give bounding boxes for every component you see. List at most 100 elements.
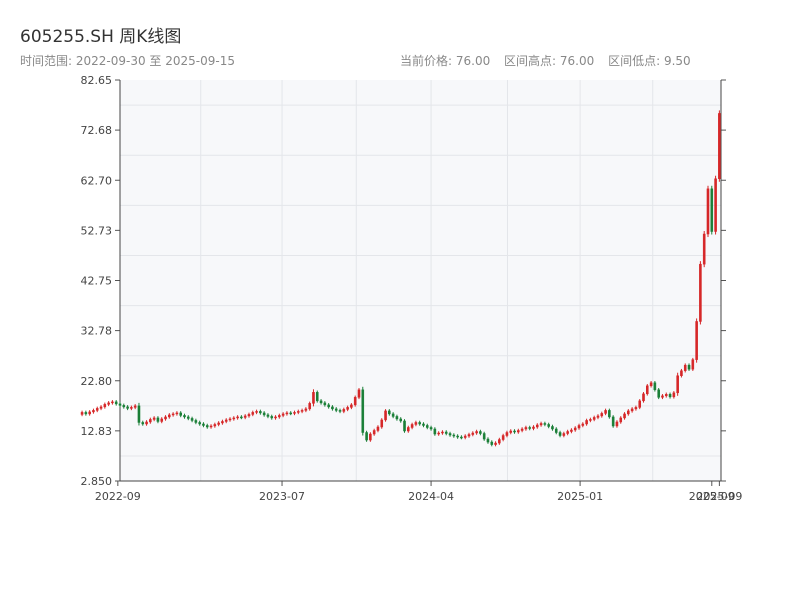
candle-body xyxy=(156,417,160,422)
candle-body xyxy=(475,431,478,434)
candle-body xyxy=(312,392,315,404)
candle-body xyxy=(695,321,698,360)
candle-body xyxy=(562,433,566,436)
candle-body xyxy=(710,188,714,232)
candle-body xyxy=(350,404,353,408)
candle-body xyxy=(266,414,270,417)
candle-body xyxy=(490,441,494,445)
candle-body xyxy=(114,401,118,405)
candle-body xyxy=(448,433,452,436)
candle-body xyxy=(353,397,357,406)
plot-area xyxy=(120,80,721,481)
candle-body xyxy=(699,263,702,322)
candle-body xyxy=(403,420,406,432)
candle-body xyxy=(657,389,660,398)
candle-body xyxy=(630,408,634,412)
candle-body xyxy=(687,364,691,370)
candle-body xyxy=(558,432,562,436)
candle-body xyxy=(202,423,205,426)
candle-body xyxy=(369,433,372,441)
candle-body xyxy=(407,427,410,432)
candle-body xyxy=(334,408,338,411)
candle-body xyxy=(270,416,274,419)
candle-body xyxy=(384,410,387,421)
candle-body xyxy=(539,423,543,426)
candle-body xyxy=(80,412,84,415)
candle-body xyxy=(232,417,236,420)
candle-body xyxy=(346,407,349,410)
candle-body xyxy=(107,402,110,405)
y-tick-label: 12.83 xyxy=(81,425,113,438)
candle-body xyxy=(501,435,505,440)
candle-body xyxy=(357,389,361,398)
candle-body xyxy=(186,416,190,419)
candle-body xyxy=(634,407,638,410)
candle-body xyxy=(619,417,623,423)
candle-body xyxy=(308,403,311,410)
y-tick-label: 22.80 xyxy=(81,375,113,388)
candle-body xyxy=(255,411,258,413)
candle-body xyxy=(577,425,581,429)
candle-body xyxy=(331,406,334,410)
candle-body xyxy=(535,424,539,428)
candle-body xyxy=(471,432,475,435)
candle-body xyxy=(661,395,664,398)
candle-body xyxy=(467,434,471,437)
candle-body xyxy=(672,392,676,398)
candle-body xyxy=(372,430,376,435)
candle-body xyxy=(437,432,440,435)
stats-bar: 当前价格: 76.00 区间高点: 76.00 区间低点: 9.50 xyxy=(400,52,701,69)
candle-body xyxy=(149,419,152,423)
candle-body xyxy=(315,392,319,402)
candle-body xyxy=(274,416,277,419)
candle-body xyxy=(718,113,721,179)
candle-body xyxy=(289,412,293,415)
candle-body xyxy=(95,408,99,411)
candle-body xyxy=(228,418,232,421)
candle-body xyxy=(190,418,194,421)
candle-body xyxy=(433,428,437,435)
candle-body xyxy=(414,422,418,425)
candle-body xyxy=(304,408,308,411)
candle-body xyxy=(323,402,327,406)
candle-body xyxy=(194,420,198,423)
candle-body xyxy=(520,428,524,431)
candle-body xyxy=(596,415,600,418)
range-high-stat: 区间高点: 76.00 xyxy=(504,54,595,68)
candle-body xyxy=(676,375,679,394)
candle-body xyxy=(179,412,182,416)
candle-body xyxy=(221,421,224,424)
candle-body xyxy=(224,419,228,422)
candle-body xyxy=(399,418,403,422)
candle-body xyxy=(391,413,395,417)
candle-body xyxy=(479,431,482,434)
candle-body xyxy=(251,412,255,415)
candle-body xyxy=(600,413,604,417)
candle-body xyxy=(581,423,585,426)
candle-body xyxy=(547,424,550,427)
candle-body xyxy=(293,412,296,414)
candle-body xyxy=(297,411,300,413)
candle-body xyxy=(84,412,88,415)
candle-body xyxy=(573,427,577,431)
candle-body xyxy=(422,423,425,426)
candle-body xyxy=(589,419,592,421)
candle-body xyxy=(638,400,642,408)
range-low-stat: 区间低点: 9.50 xyxy=(608,54,691,68)
candle-body xyxy=(141,422,145,425)
candle-body xyxy=(247,414,251,417)
y-tick-label: 42.75 xyxy=(81,275,113,288)
candle-body xyxy=(570,429,573,432)
candle-body xyxy=(243,415,247,418)
candle-body xyxy=(615,421,619,427)
candle-body xyxy=(171,413,175,416)
candle-body xyxy=(680,370,683,376)
candle-body xyxy=(653,382,657,391)
candle-body xyxy=(410,424,414,428)
candle-body xyxy=(494,442,497,445)
candle-body xyxy=(683,364,687,371)
candle-body xyxy=(425,425,429,428)
candle-body xyxy=(130,407,133,409)
candle-body xyxy=(281,413,285,416)
